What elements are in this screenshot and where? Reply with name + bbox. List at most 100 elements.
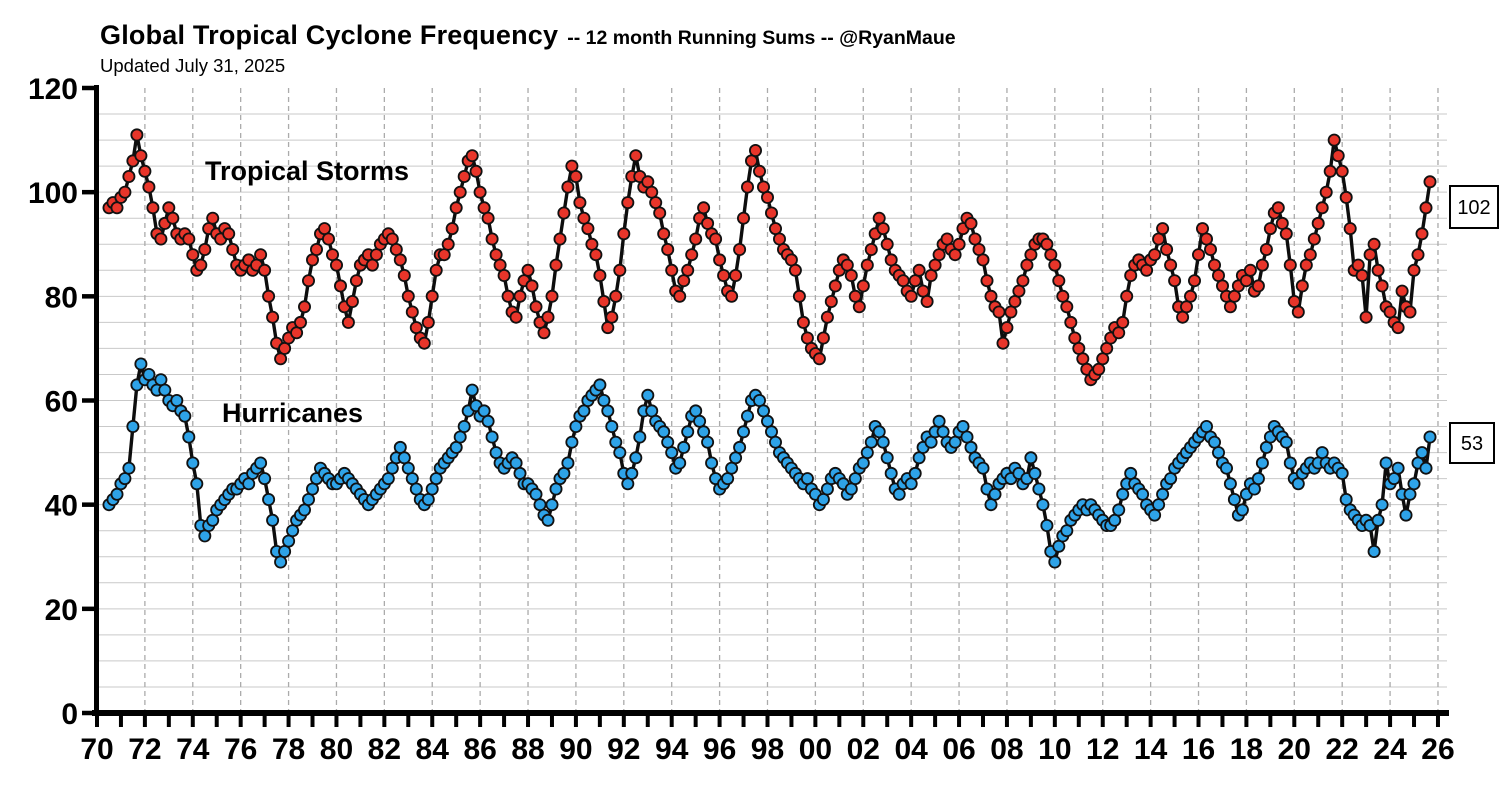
data-point [1168, 274, 1182, 288]
data-point [681, 425, 695, 439]
data-point [529, 300, 543, 314]
data-point [226, 242, 240, 256]
data-point [182, 232, 196, 246]
data-point [956, 419, 970, 433]
data-point [465, 149, 479, 163]
data-point [301, 492, 315, 506]
data-point [940, 232, 954, 246]
data-point [717, 268, 731, 282]
data-point [725, 289, 739, 303]
data-point [1251, 472, 1265, 486]
data-point [693, 414, 707, 428]
data-point [569, 169, 583, 183]
data-point [429, 263, 443, 277]
data-point [1279, 435, 1293, 449]
data-point [741, 180, 755, 194]
data-point [465, 383, 479, 397]
data-point [641, 388, 655, 402]
data-point [753, 164, 767, 178]
hurricanes-series: Hurricanes 53 [102, 357, 1495, 569]
data-point [1367, 237, 1381, 251]
data-point [848, 289, 862, 303]
data-point [525, 279, 539, 293]
data-point [146, 201, 160, 215]
data-point [657, 227, 671, 241]
data-point [154, 232, 168, 246]
data-point [629, 451, 643, 465]
data-point [1339, 190, 1353, 204]
data-point [1259, 242, 1273, 256]
data-point [733, 440, 747, 454]
x-tick-label: 88 [511, 733, 544, 766]
data-point [1060, 300, 1074, 314]
data-point [613, 446, 627, 460]
x-tick-label: 00 [799, 733, 832, 766]
data-point [138, 164, 152, 178]
x-tick-label: 06 [942, 733, 975, 766]
data-point [1251, 279, 1265, 293]
x-tick-label: 22 [1326, 733, 1359, 766]
data-point [1395, 284, 1409, 298]
data-point [613, 263, 627, 277]
data-point [1411, 248, 1425, 262]
data-point [1112, 503, 1126, 517]
data-point [1371, 513, 1385, 527]
data-point [988, 487, 1002, 501]
data-point [697, 201, 711, 215]
data-point [605, 310, 619, 324]
data-point [565, 435, 579, 449]
data-point [1423, 430, 1437, 444]
data-point [266, 513, 280, 527]
data-point [1283, 258, 1297, 272]
data-point [417, 336, 431, 350]
data-point [601, 404, 615, 418]
data-point [126, 419, 140, 433]
data-point [453, 185, 467, 199]
data-point [689, 232, 703, 246]
data-point [1303, 248, 1317, 262]
data-point [1223, 300, 1237, 314]
x-tick-label: 24 [1373, 733, 1407, 766]
data-point [497, 268, 511, 282]
data-point [481, 211, 495, 225]
x-tick-label: 26 [1421, 733, 1454, 766]
data-point [1271, 201, 1285, 215]
y-tick-label: 80 [45, 281, 78, 314]
data-point [749, 143, 763, 157]
series-label: Hurricanes [222, 398, 363, 428]
data-point [1311, 216, 1325, 230]
data-point [1040, 519, 1054, 533]
data-point [206, 211, 220, 225]
data-point [653, 206, 667, 220]
data-point [1415, 446, 1429, 460]
data-point [820, 310, 834, 324]
data-point [1423, 175, 1437, 189]
data-point [561, 180, 575, 194]
title-block: Global Tropical Cyclone Frequency -- 12 m… [100, 20, 956, 51]
data-point [409, 482, 423, 496]
data-point [1048, 555, 1062, 569]
data-point [1116, 487, 1130, 501]
data-point [788, 263, 802, 277]
data-point [761, 414, 775, 428]
data-point [741, 409, 755, 423]
y-tick-label: 40 [45, 490, 78, 523]
data-point [405, 305, 419, 319]
data-point [816, 331, 830, 345]
data-point [1028, 466, 1042, 480]
x-tick-label: 16 [1182, 733, 1215, 766]
series-label: Tropical Storms [205, 156, 409, 186]
data-point [274, 555, 288, 569]
data-point [421, 492, 435, 506]
data-point [593, 268, 607, 282]
data-point [1036, 498, 1050, 512]
data-point [673, 456, 687, 470]
x-tick-label: 12 [1086, 733, 1119, 766]
data-point [122, 461, 136, 475]
data-point [816, 492, 830, 506]
data-point [1327, 133, 1341, 147]
data-point [397, 268, 411, 282]
data-point [661, 242, 675, 256]
data-point [1255, 258, 1269, 272]
